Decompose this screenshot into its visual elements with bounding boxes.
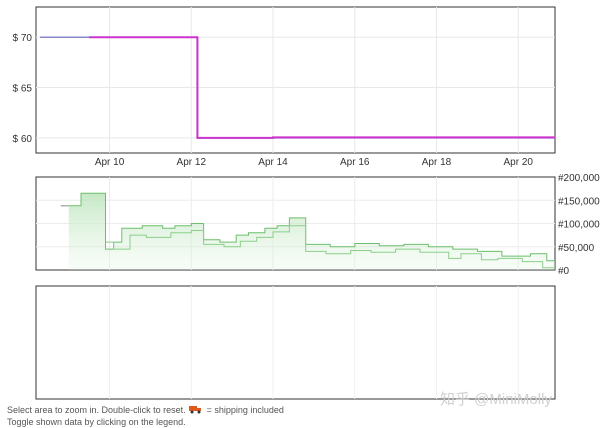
shipping-legend-text: = shipping included <box>206 405 284 415</box>
sales-rank-y-tick-label: #150,000 <box>558 196 600 207</box>
x-tick-label: Apr 20 <box>503 157 533 168</box>
sales-rank-y-tick-label: #200,000 <box>558 173 600 184</box>
sales-rank-y-tick-label: #50,000 <box>558 243 595 254</box>
x-tick-label: Apr 10 <box>95 157 125 168</box>
price-panel[interactable]: $ 70$ 65$ 60 Apr 10 Apr 12 Apr 14 Apr 16 Apr… <box>13 6 556 168</box>
sales-rank-y-tick-label: #0 <box>558 266 570 277</box>
sales-rank-area <box>68 193 555 270</box>
x-tick-label: Apr 18 <box>422 157 452 168</box>
offer-count-grid <box>109 286 519 399</box>
legend-hint: Toggle shown data by clicking on the leg… <box>7 417 186 427</box>
x-tick-label: Apr 12 <box>177 157 207 168</box>
price-plot-area[interactable] <box>35 6 556 154</box>
watermark: 知乎 @MiniMolly <box>440 391 552 408</box>
price-y-tick-label: $ 65 <box>13 84 33 95</box>
price-series-line <box>89 36 555 139</box>
price-y-tick-label: $ 70 <box>13 33 33 44</box>
sales-rank-y-axis: #200,000 #150,000 #100,000 #50,000 #0 <box>558 173 600 277</box>
sales-rank-y-tick-label: #100,000 <box>558 220 600 231</box>
sales-rank-line <box>105 225 555 269</box>
truck-icon <box>189 406 202 414</box>
offer-count-panel[interactable] <box>35 285 556 400</box>
x-tick-label: Apr 14 <box>258 157 288 168</box>
sales-rank-panel[interactable]: #200,000 #150,000 #100,000 #50,000 #0 <box>35 173 600 277</box>
price-y-tick-label: $ 60 <box>13 134 33 145</box>
price-series <box>40 36 555 139</box>
x-axis: Apr 10 Apr 12 Apr 14 Apr 16 Apr 18 Apr 20 <box>95 157 534 168</box>
sales-rank-line <box>68 192 555 262</box>
sales-rank-series <box>60 192 555 270</box>
offer-count-plot-area[interactable] <box>35 285 556 400</box>
zoom-hint: Select area to zoom in. Double-click to … <box>7 404 284 416</box>
x-tick-label: Apr 16 <box>340 157 370 168</box>
price-y-axis: $ 70 $ 65 $ 60 <box>13 33 33 145</box>
zoom-hint-text: Select area to zoom in. Double-click to … <box>7 405 186 415</box>
